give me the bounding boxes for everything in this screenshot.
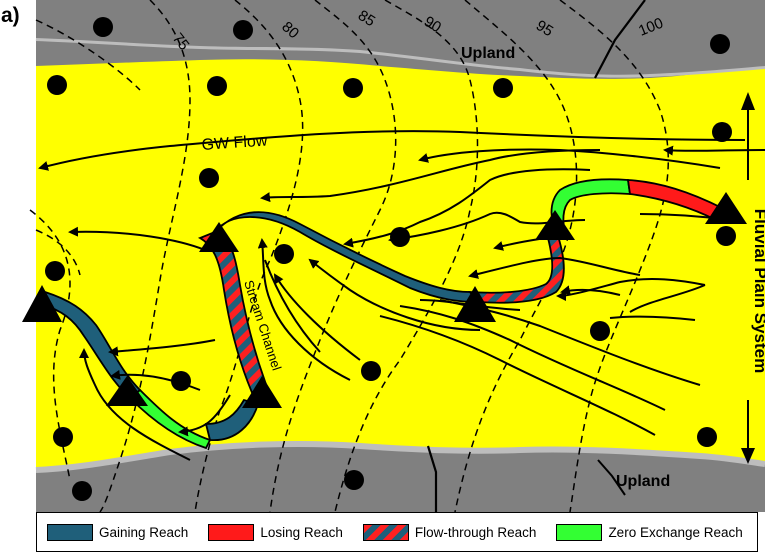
gauge-triangle	[705, 192, 747, 224]
divide-line-top	[594, 0, 646, 79]
panel-label: a)	[1, 4, 20, 27]
well	[47, 75, 67, 95]
fluvial-plain	[36, 30, 765, 512]
well	[207, 76, 227, 96]
well	[710, 34, 730, 54]
contour-lines	[29, 0, 670, 513]
gauge-triangle	[454, 286, 496, 322]
well	[344, 470, 364, 490]
well	[93, 17, 113, 37]
well	[72, 481, 92, 501]
legend-item-losing: Losing Reach	[208, 523, 343, 541]
fluvial-plain-arrow	[741, 92, 755, 464]
upland-bottom-edge	[35, 441, 765, 473]
well	[493, 78, 513, 98]
upland-bottom-label: Upland	[616, 473, 670, 490]
gauge-triangle	[199, 222, 239, 252]
legend: Gaining Reach Losing Reach Flow-through …	[36, 512, 758, 552]
contour-label-85: 85	[355, 7, 378, 30]
well	[343, 78, 363, 98]
legend-item-flow-through: Flow-through Reach	[362, 523, 537, 541]
legend-item-gaining: Gaining Reach	[47, 523, 189, 541]
gaining-swatch	[47, 523, 93, 541]
gauge-triangle	[242, 376, 282, 408]
contour-label-95: 95	[533, 17, 556, 40]
legend-item-zero-exchange: Zero Exchange Reach	[556, 523, 743, 541]
well	[390, 227, 410, 247]
contour-label-90: 90	[421, 13, 444, 36]
upland-top-fill	[36, 0, 765, 75]
losing-swatch	[208, 523, 255, 541]
well	[590, 321, 610, 341]
gauges	[22, 192, 747, 408]
well	[199, 168, 219, 188]
well	[697, 427, 717, 447]
upland-bottom	[36, 444, 765, 512]
divide-line-bottom-right	[597, 459, 626, 496]
well	[712, 122, 732, 142]
upland-top-label: Upland	[461, 45, 515, 62]
legend-zero-exchange-label: Zero Exchange Reach	[608, 524, 743, 540]
gauge-triangle	[535, 210, 575, 240]
wells	[45, 17, 736, 501]
legend-gaining-label: Gaining Reach	[99, 524, 189, 540]
contour-labels: 75 80 85 90 95 100	[169, 7, 666, 54]
well	[45, 261, 65, 281]
fluvial-plain-label: Fluvial Plain System	[751, 209, 765, 373]
reach-gaining-lower-left	[204, 398, 260, 441]
divide-line-bottom	[426, 445, 438, 512]
contour-label-75: 75	[169, 30, 193, 54]
well	[53, 427, 73, 447]
legend-losing-label: Losing Reach	[260, 524, 343, 540]
well	[233, 20, 253, 40]
legend-flow-through-label: Flow-through Reach	[414, 524, 537, 540]
gauge-triangle	[106, 376, 148, 406]
well	[171, 371, 191, 391]
well	[716, 226, 736, 246]
well	[361, 361, 381, 381]
well	[274, 244, 294, 264]
gauge-triangle	[22, 285, 62, 322]
gw-flow-label: GW Flow	[201, 132, 268, 154]
flow-through-swatch	[362, 523, 409, 541]
zero-exchange-swatch	[556, 523, 603, 541]
